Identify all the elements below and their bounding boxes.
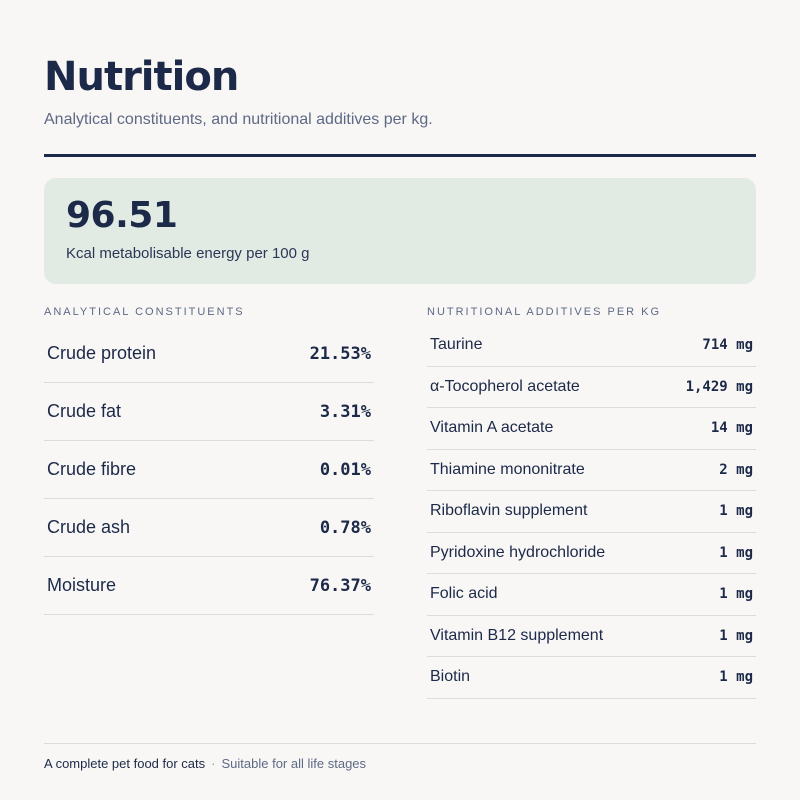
- row-label: Riboflavin supplement: [430, 502, 588, 520]
- table-row: Thiamine mononitrate 2 mg: [427, 450, 756, 491]
- row-label: Moisture: [47, 575, 117, 595]
- row-label: Folic acid: [430, 585, 498, 603]
- table-row: Pyridoxine hydrochloride 1 mg: [427, 533, 756, 574]
- table-row: α-Tocopherol acetate 1,429 mg: [427, 367, 756, 408]
- table-row: Vitamin A acetate 14 mg: [427, 408, 756, 450]
- analytical-heading: Analytical constituents: [44, 306, 245, 318]
- row-value: 1 mg: [719, 586, 753, 603]
- row-value: 76.37%: [309, 575, 371, 596]
- row-value: 1 mg: [719, 627, 753, 644]
- row-value: 14 mg: [710, 420, 753, 437]
- footer-secondary-text: Suitable for all life stages: [221, 756, 367, 771]
- row-label: Taurine: [430, 336, 483, 354]
- energy-card: 96.51 Kcal metabolisable energy per 100 …: [44, 178, 756, 284]
- additives-heading: Nutritional additives per kg: [427, 306, 662, 318]
- row-value: 21.53%: [309, 343, 371, 364]
- footer-divider: [44, 743, 756, 744]
- row-value: 0.01%: [319, 459, 371, 480]
- row-value: 1 mg: [719, 669, 753, 686]
- page-subtitle: Analytical constituents, and nutritional…: [44, 111, 433, 128]
- table-row: Moisture 76.37%: [44, 557, 374, 615]
- row-label: Crude fat: [47, 401, 122, 421]
- table-row: Biotin 1 mg: [427, 657, 756, 699]
- footer-separator: ·: [211, 756, 216, 771]
- table-row: Crude fibre 0.01%: [44, 441, 374, 499]
- page-title: Nutrition: [44, 54, 239, 100]
- row-label: Crude protein: [47, 343, 157, 363]
- row-label: Pyridoxine hydrochloride: [430, 543, 606, 561]
- additives-table: Taurine 714 mg α-Tocopherol acetate 1,42…: [427, 325, 756, 699]
- row-label: Crude ash: [47, 517, 131, 537]
- row-value: 714 mg: [702, 337, 753, 354]
- row-value: 3.31%: [319, 401, 371, 422]
- row-value: 0.78%: [319, 517, 371, 538]
- footer-primary-text: A complete pet food for cats: [44, 756, 206, 771]
- table-row: Crude ash 0.78%: [44, 499, 374, 557]
- row-label: Vitamin B12 supplement: [430, 626, 604, 644]
- energy-value: 96.51: [66, 195, 178, 236]
- footer: A complete pet food for cats · Suitable fo…: [44, 756, 366, 772]
- row-value: 2 mg: [719, 461, 753, 478]
- row-label: α-Tocopherol acetate: [430, 377, 580, 395]
- row-label: Crude fibre: [47, 459, 137, 479]
- row-label: Thiamine mononitrate: [430, 460, 585, 478]
- table-row: Crude protein 21.53%: [44, 325, 374, 383]
- table-row: Riboflavin supplement 1 mg: [427, 491, 756, 533]
- row-label: Biotin: [430, 668, 471, 686]
- row-value: 1 mg: [719, 544, 753, 561]
- row-label: Vitamin A acetate: [430, 419, 554, 437]
- header-divider: [44, 154, 756, 157]
- analytical-table: Crude protein 21.53% Crude fat 3.31% Cru…: [44, 325, 374, 615]
- table-row: Folic acid 1 mg: [427, 574, 756, 616]
- row-value: 1 mg: [719, 503, 753, 520]
- table-row: Vitamin B12 supplement 1 mg: [427, 616, 756, 657]
- table-row: Crude fat 3.31%: [44, 383, 374, 441]
- table-row: Taurine 714 mg: [427, 325, 756, 367]
- energy-label: Kcal metabolisable energy per 100 g: [66, 245, 310, 262]
- row-value: 1,429 mg: [685, 378, 753, 395]
